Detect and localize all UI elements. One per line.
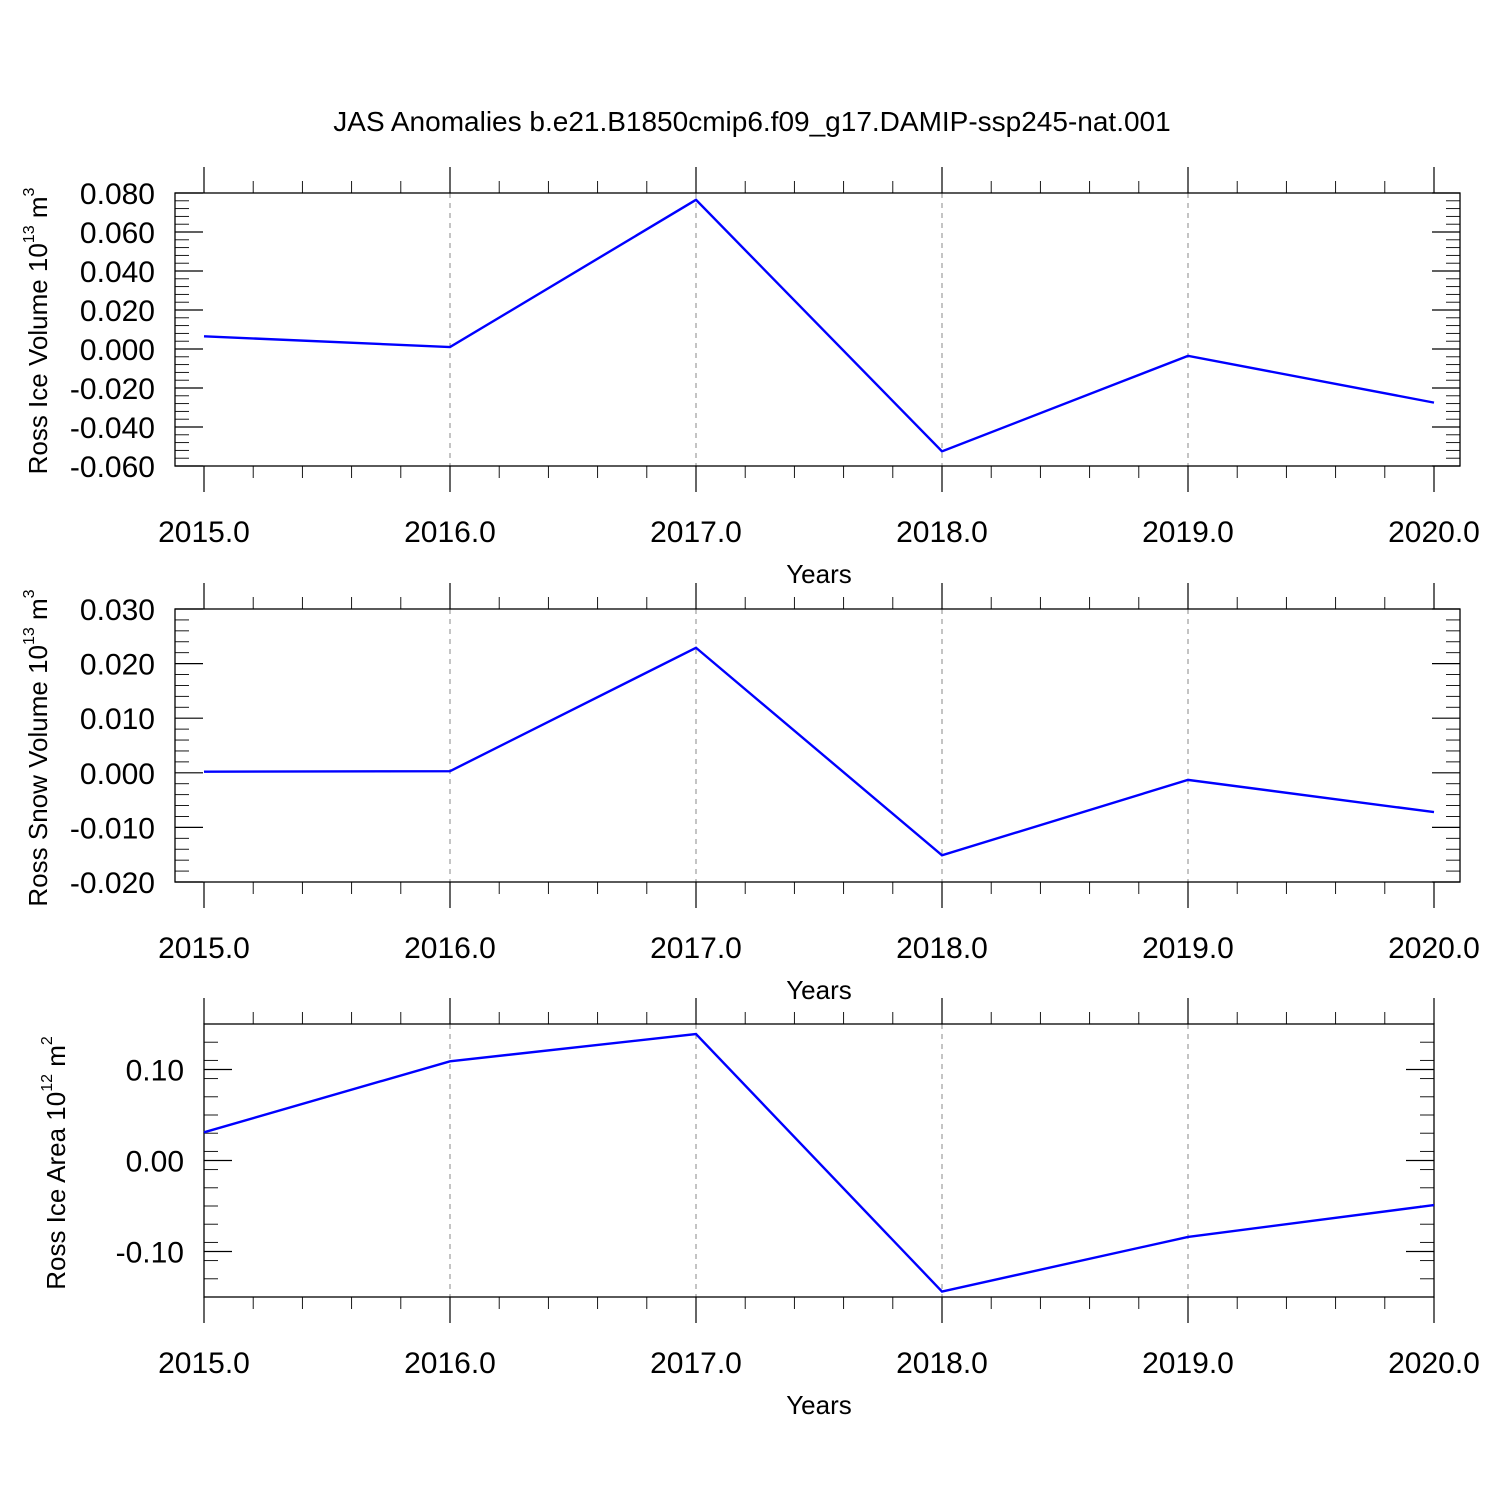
x-tick-label: 2016.0 xyxy=(404,932,496,965)
y-tick-label: 0.000 xyxy=(80,334,155,367)
x-tick-label: 2018.0 xyxy=(896,1347,988,1380)
x-tick-label: 2017.0 xyxy=(650,516,742,549)
x-axis-title: Years xyxy=(786,975,852,1005)
x-axis-title: Years xyxy=(786,1390,852,1420)
x-axis-title: Years xyxy=(786,559,852,589)
y-axis-title: Ross Ice Volume 1013 m3 xyxy=(21,187,53,474)
x-tick-label: 2015.0 xyxy=(158,516,250,549)
y-axis-title: Ross Snow Volume 1013 m3 xyxy=(21,589,53,906)
y-tick-label: 0.020 xyxy=(80,649,155,682)
y-tick-label: -0.020 xyxy=(70,373,155,406)
x-tick-label: 2018.0 xyxy=(896,932,988,965)
y-tick-label: 0.020 xyxy=(80,295,155,328)
plot-frame xyxy=(174,608,1461,883)
x-tick-label: 2016.0 xyxy=(404,516,496,549)
x-tick-label: 2019.0 xyxy=(1142,932,1234,965)
plot-frame xyxy=(174,192,1461,467)
y-tick-label: 0.040 xyxy=(80,256,155,289)
y-tick-label: 0.080 xyxy=(80,178,155,211)
y-tick-label: 0.010 xyxy=(80,703,155,736)
x-tick-label: 2020.0 xyxy=(1388,516,1480,549)
x-tick-label: 2018.0 xyxy=(896,516,988,549)
y-tick-label: 0.060 xyxy=(80,217,155,250)
y-axis-title: Ross Ice Area 1012 m2 xyxy=(39,1036,71,1290)
panel-2: 2015.0 2016.0 2017.0 2018.0 2019.0 2020.0 0.03… xyxy=(21,583,1480,1005)
y-tick-label: -0.010 xyxy=(70,812,155,845)
chart-title: JAS Anomalies b.e21.B1850cmip6.f09_g17.D… xyxy=(333,106,1170,137)
x-tick-label: 2016.0 xyxy=(404,1347,496,1380)
x-tick-label: 2020.0 xyxy=(1388,1347,1480,1380)
series-line xyxy=(203,198,1435,453)
y-tick-label: 0.00 xyxy=(126,1146,184,1179)
x-tick-label: 2020.0 xyxy=(1388,932,1480,965)
series-line xyxy=(203,1032,1435,1293)
y-tick-label: 0.030 xyxy=(80,594,155,627)
series-line xyxy=(203,646,1435,857)
y-tick-label: -0.020 xyxy=(70,867,155,900)
y-tick-label: -0.060 xyxy=(70,451,155,484)
y-tick-label: -0.040 xyxy=(70,412,155,445)
x-tick-label: 2015.0 xyxy=(158,932,250,965)
x-tick-label: 2019.0 xyxy=(1142,516,1234,549)
y-tick-label: 0.10 xyxy=(126,1055,184,1088)
panel-3: 2015.0 2016.0 2017.0 2018.0 2019.0 2020.0 0.10… xyxy=(39,998,1480,1420)
y-tick-label: -0.10 xyxy=(116,1237,184,1270)
x-tick-label: 2017.0 xyxy=(650,1347,742,1380)
x-tick-label: 2017.0 xyxy=(650,932,742,965)
y-tick-label: 0.000 xyxy=(80,758,155,791)
x-tick-label: 2019.0 xyxy=(1142,1347,1234,1380)
panel-1: 2015.0 2016.0 2017.0 2018.0 2019.0 2020.0 0.08… xyxy=(21,167,1480,589)
plot-frame xyxy=(203,1023,1435,1298)
x-tick-label: 2015.0 xyxy=(158,1347,250,1380)
